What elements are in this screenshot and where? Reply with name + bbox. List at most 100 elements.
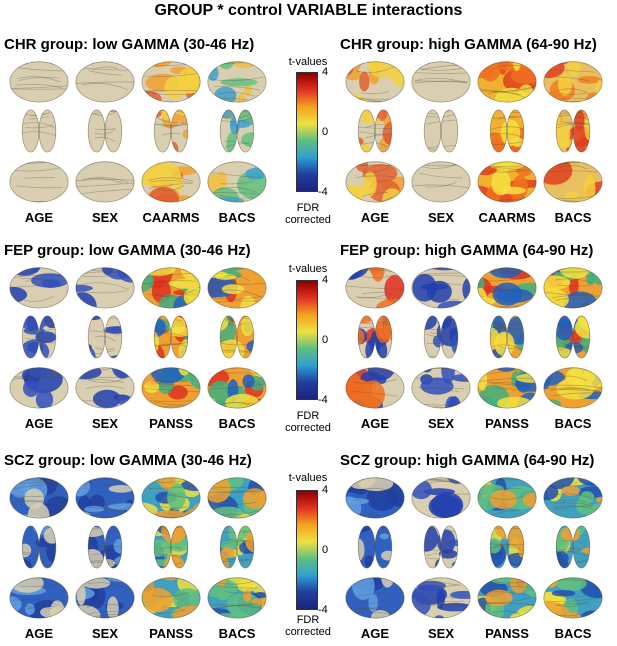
brain-medial-view bbox=[411, 161, 471, 203]
variable-label: AGE bbox=[24, 626, 54, 641]
brain-medial-view bbox=[477, 367, 537, 409]
brain-medial-view bbox=[9, 577, 69, 619]
colorbar-tick: -4 bbox=[318, 186, 328, 198]
brain-lateral-view bbox=[9, 267, 69, 309]
colorbar-tick: 4 bbox=[322, 484, 329, 496]
colorbar-note: FDR corrected bbox=[285, 410, 331, 434]
brain-top-view bbox=[87, 525, 123, 569]
brain-lateral-view bbox=[543, 61, 603, 103]
brain-top-view bbox=[21, 315, 57, 359]
brain-top-view bbox=[555, 525, 591, 569]
panel-title-scz-high: SCZ group: high GAMMA (64-90 Hz) bbox=[340, 452, 595, 469]
brain-top-view bbox=[87, 109, 123, 153]
brain-medial-view bbox=[9, 367, 69, 409]
colorbar-tick: 4 bbox=[322, 274, 329, 286]
brain-lateral-view bbox=[477, 267, 537, 309]
colorbar-tick: 0 bbox=[322, 334, 329, 346]
brain-top-view bbox=[153, 109, 189, 153]
brain-medial-view bbox=[543, 367, 603, 409]
brain-top-view bbox=[555, 109, 591, 153]
colorbar bbox=[296, 490, 318, 610]
colorbar-tick: 0 bbox=[322, 544, 329, 556]
colorbar-caption: t-values bbox=[288, 56, 328, 68]
brain-medial-view bbox=[75, 367, 135, 409]
variable-label: BACS bbox=[554, 626, 592, 641]
brain-lateral-view bbox=[411, 267, 471, 309]
brain-medial-view bbox=[411, 577, 471, 619]
variable-label: BACS bbox=[218, 626, 256, 641]
brain-top-view bbox=[423, 525, 459, 569]
variable-label: PANSS bbox=[485, 416, 529, 431]
brain-grid-chr-high bbox=[342, 58, 603, 208]
brain-lateral-view bbox=[345, 267, 405, 309]
brain-lateral-view bbox=[9, 61, 69, 103]
brain-medial-view bbox=[75, 161, 135, 203]
variable-label: AGE bbox=[24, 210, 54, 225]
brain-top-view bbox=[219, 525, 255, 569]
variable-label: BACS bbox=[554, 210, 592, 225]
panel-title-fep-high: FEP group: high GAMMA (64-90 Hz) bbox=[340, 242, 594, 259]
brain-lateral-view bbox=[141, 267, 201, 309]
colorbar bbox=[296, 280, 318, 400]
colorbar-note: FDR corrected bbox=[285, 202, 331, 226]
brain-medial-view bbox=[345, 367, 405, 409]
brain-top-view bbox=[489, 109, 525, 153]
brain-grid-scz-low bbox=[6, 474, 267, 624]
brain-grid-chr-low bbox=[6, 58, 267, 208]
brain-top-view bbox=[489, 315, 525, 359]
brain-top-view bbox=[423, 315, 459, 359]
variable-label: BACS bbox=[554, 416, 592, 431]
brain-medial-view bbox=[207, 161, 267, 203]
colorbar-tick: -4 bbox=[318, 394, 328, 406]
variable-label: AGE bbox=[360, 416, 390, 431]
variable-label: CAARMS bbox=[478, 210, 536, 225]
brain-lateral-view bbox=[543, 267, 603, 309]
brain-medial-view bbox=[543, 161, 603, 203]
brain-top-view bbox=[423, 109, 459, 153]
brain-medial-view bbox=[75, 577, 135, 619]
brain-medial-view bbox=[141, 577, 201, 619]
brain-lateral-view bbox=[207, 61, 267, 103]
brain-lateral-view bbox=[477, 61, 537, 103]
variable-label: BACS bbox=[218, 210, 256, 225]
brain-medial-view bbox=[477, 577, 537, 619]
brain-top-view bbox=[357, 109, 393, 153]
variable-label: CAARMS bbox=[142, 210, 200, 225]
brain-grid-fep-low bbox=[6, 264, 267, 414]
brain-grid-scz-high bbox=[342, 474, 603, 624]
brain-top-view bbox=[219, 315, 255, 359]
brain-lateral-view bbox=[411, 61, 471, 103]
brain-lateral-view bbox=[141, 61, 201, 103]
brain-medial-view bbox=[543, 577, 603, 619]
variable-label: PANSS bbox=[149, 626, 193, 641]
brain-top-view bbox=[357, 315, 393, 359]
brain-lateral-view bbox=[345, 477, 405, 519]
brain-lateral-view bbox=[207, 477, 267, 519]
variable-label: SEX bbox=[91, 210, 118, 225]
figure-title: GROUP * control VARIABLE interactions bbox=[154, 2, 463, 19]
brain-lateral-view bbox=[9, 477, 69, 519]
colorbar-tick: 4 bbox=[322, 66, 329, 78]
colorbar bbox=[296, 72, 318, 192]
brain-medial-view bbox=[477, 161, 537, 203]
brain-lateral-view bbox=[141, 477, 201, 519]
variable-label: SEX bbox=[427, 416, 454, 431]
brain-lateral-view bbox=[411, 477, 471, 519]
brain-medial-view bbox=[207, 577, 267, 619]
variable-label: SEX bbox=[91, 626, 118, 641]
panel-title-chr-high: CHR group: high GAMMA (64-90 Hz) bbox=[340, 36, 597, 53]
variable-label: BACS bbox=[218, 416, 256, 431]
brain-lateral-view bbox=[75, 477, 135, 519]
brain-top-view bbox=[555, 315, 591, 359]
brain-medial-view bbox=[141, 161, 201, 203]
brain-lateral-view bbox=[75, 61, 135, 103]
variable-label: AGE bbox=[24, 416, 54, 431]
panel-title-fep-low: FEP group: low GAMMA (30-46 Hz) bbox=[4, 242, 251, 259]
brain-medial-view bbox=[345, 577, 405, 619]
brain-medial-view bbox=[9, 161, 69, 203]
panel-title-scz-low: SCZ group: low GAMMA (30-46 Hz) bbox=[4, 452, 252, 469]
variable-label: AGE bbox=[360, 210, 390, 225]
brain-top-view bbox=[21, 109, 57, 153]
variable-label: PANSS bbox=[149, 416, 193, 431]
brain-top-view bbox=[21, 525, 57, 569]
